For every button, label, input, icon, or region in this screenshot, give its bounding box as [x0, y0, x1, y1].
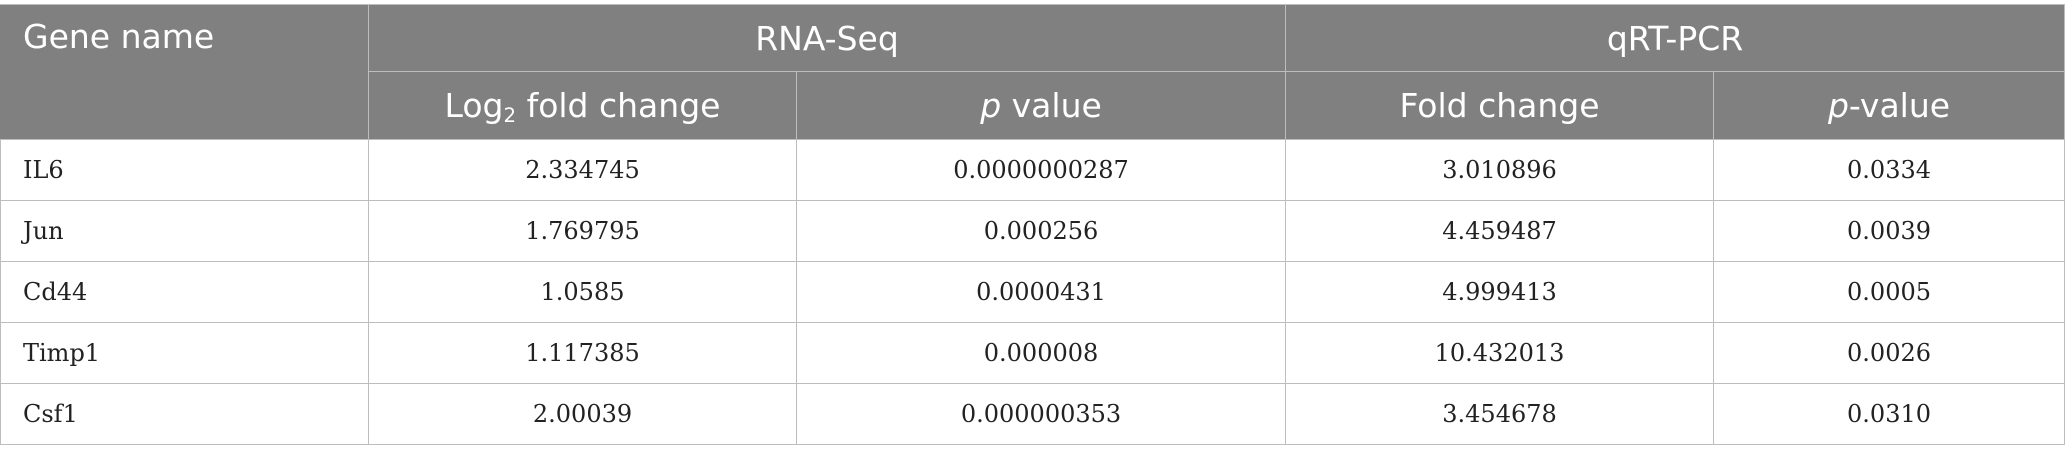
cell-pcr-p-value: 0.0310 [1713, 383, 2066, 445]
header-qrt-pcr: qRT-PCR [1285, 4, 2066, 72]
cell-log2-fold-change: 1.117385 [368, 322, 797, 384]
cell-pcr-p-value: 0.0039 [1713, 200, 2066, 262]
cell-rna-p-value: 0.000008 [795, 322, 1287, 384]
gene-expression-table: Gene name RNA-Seq qRT-PCR Log2 fold chan… [0, 4, 2066, 445]
table-row: IL6 2.334745 0.0000000287 3.010896 0.033… [0, 139, 2066, 201]
cell-rna-p-value: 0.0000431 [795, 261, 1287, 323]
table-header: Gene name RNA-Seq qRT-PCR Log2 fold chan… [0, 4, 2066, 140]
cell-gene: Csf1 [0, 383, 369, 445]
cell-rna-p-value: 0.0000000287 [795, 139, 1287, 201]
table-row: Cd44 1.0585 0.0000431 4.999413 0.0005 [0, 261, 2066, 323]
cell-fold-change: 4.459487 [1285, 200, 1715, 262]
cell-fold-change: 3.010896 [1285, 139, 1715, 201]
header-row-columns: Log2 fold change p value Fold change p-v… [1, 71, 2066, 140]
header-pcr-p-value: p-value [1713, 71, 2066, 140]
cell-log2-fold-change: 2.00039 [368, 383, 797, 445]
table-row: Csf1 2.00039 0.000000353 3.454678 0.0310 [0, 383, 2066, 445]
header-fold-change: Fold change [1285, 71, 1715, 140]
header-rna-seq: RNA-Seq [367, 4, 1287, 72]
cell-rna-p-value: 0.000000353 [795, 383, 1287, 445]
cell-pcr-p-value: 0.0005 [1713, 261, 2066, 323]
cell-log2-fold-change: 1.0585 [368, 261, 797, 323]
cell-gene: Timp1 [0, 322, 369, 384]
table-body: IL6 2.334745 0.0000000287 3.010896 0.033… [0, 139, 2066, 445]
header-row-groups: Gene name RNA-Seq qRT-PCR [0, 4, 2066, 140]
header-gene-name: Gene name [0, 4, 369, 140]
table-row: Jun 1.769795 0.000256 4.459487 0.0039 [0, 200, 2066, 262]
header-rna-p-value: p value [795, 71, 1287, 140]
cell-gene: Jun [0, 200, 369, 262]
data-table-container: Gene name RNA-Seq qRT-PCR Log2 fold chan… [0, 4, 2066, 445]
header-log2-fold-change: Log2 fold change [368, 71, 797, 140]
cell-fold-change: 3.454678 [1285, 383, 1715, 445]
cell-pcr-p-value: 0.0026 [1713, 322, 2066, 384]
cell-rna-p-value: 0.000256 [795, 200, 1287, 262]
cell-log2-fold-change: 1.769795 [368, 200, 797, 262]
cell-pcr-p-value: 0.0334 [1713, 139, 2066, 201]
cell-log2-fold-change: 2.334745 [368, 139, 797, 201]
cell-fold-change: 10.432013 [1285, 322, 1715, 384]
cell-fold-change: 4.999413 [1285, 261, 1715, 323]
cell-gene: Cd44 [0, 261, 369, 323]
cell-gene: IL6 [0, 139, 369, 201]
table-row: Timp1 1.117385 0.000008 10.432013 0.0026 [0, 322, 2066, 384]
